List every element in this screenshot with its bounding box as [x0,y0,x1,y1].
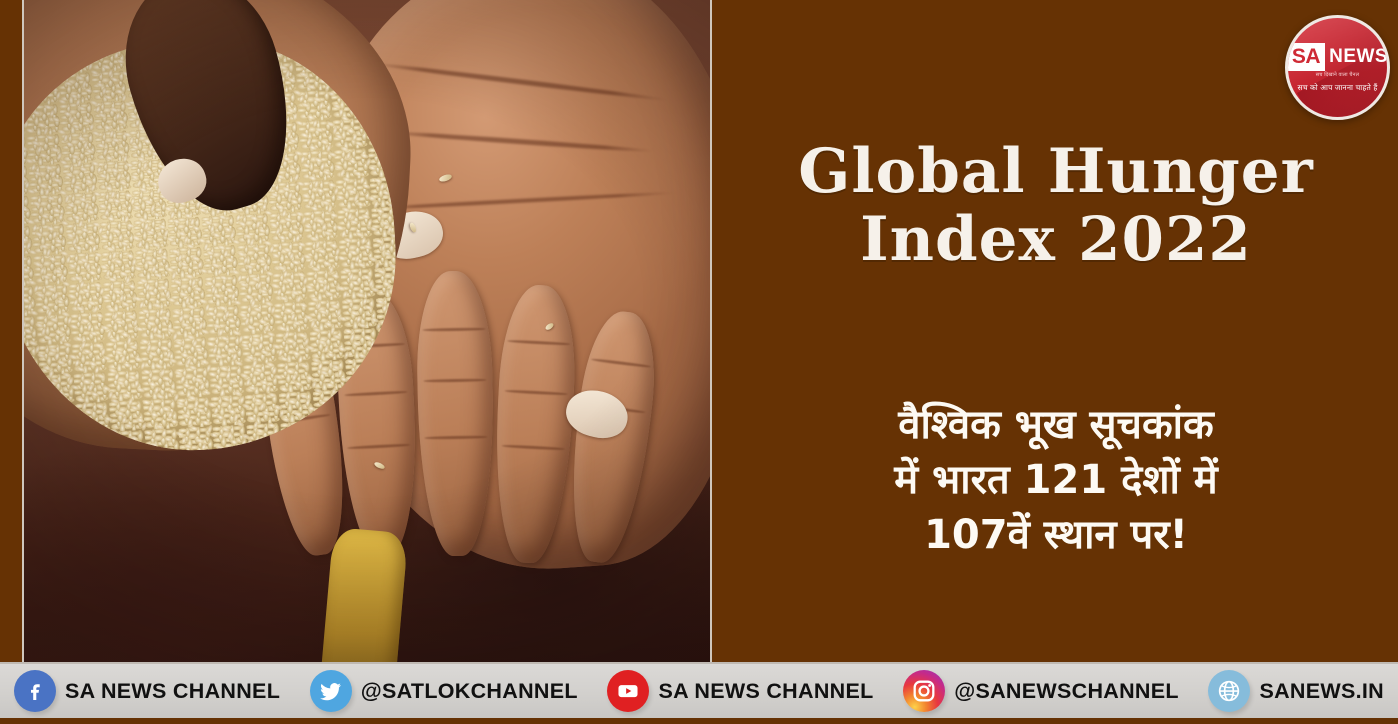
globe-icon[interactable] [1208,670,1251,712]
subtitle-line-3: 107वें स्थान पर! [924,512,1188,559]
logo-sa-mark: SA [1288,42,1326,71]
knuckle-line [423,379,488,384]
headline-line-2: Index 2022 [860,204,1252,276]
logo-subtitle: सच दिखाने वाला चैनल [1315,71,1360,78]
social-item-facebook[interactable]: SA NEWS CHANNEL [14,670,280,712]
logo-tagline: सच को आप जानना चाहते हैं [1297,82,1378,92]
knuckle-line [346,443,411,450]
subtitle-line-2: में भारत 121 देशों में [894,457,1218,504]
social-label-instagram: @SANEWSCHANNEL [954,678,1179,703]
hero-photo [22,0,712,662]
social-footer: SA NEWS CHANNEL @SATLOKCHANNEL SA NEWS C… [0,662,1398,718]
knuckle-line [507,338,572,346]
social-label-facebook: SA NEWS CHANNEL [65,678,281,703]
social-item-youtube[interactable]: SA NEWS CHANNEL [607,670,873,712]
instagram-icon[interactable] [903,670,946,712]
twitter-icon[interactable] [309,670,352,712]
page-subtitle: वैश्विक भूख सूचकांक में भारत 121 देशों म… [732,398,1380,564]
social-item-website[interactable]: SANEWS.IN [1208,670,1384,712]
knuckle-line [422,327,487,332]
social-item-instagram[interactable]: @SANEWSCHANNEL [903,670,1179,712]
knuckle-line [424,435,489,441]
social-label-website: SANEWS.IN [1259,678,1384,703]
social-item-twitter[interactable]: @SATLOKCHANNEL [309,670,578,712]
social-label-youtube: SA NEWS CHANNEL [658,678,874,703]
knuckle-line [504,388,569,395]
logo-wordmark: SA NEWS [1288,42,1389,71]
logo-news-text: NEWS [1329,46,1389,67]
facebook-icon[interactable] [14,670,56,712]
content-panel: SA NEWS सच दिखाने वाला चैनल सच को आप जान… [714,0,1398,662]
sa-news-logo: SA NEWS सच दिखाने वाला चैनल सच को आप जान… [1285,15,1390,120]
page-title: Global Hunger Index 2022 [714,136,1398,276]
photo-canvas [24,0,710,662]
headline-line-1: Global Hunger [798,136,1314,207]
subtitle-line-1: वैश्विक भूख सूचकांक [898,402,1214,448]
social-label-twitter: @SATLOKCHANNEL [360,678,578,703]
footer-bottom-strip [0,718,1398,724]
knuckle-line [502,444,566,451]
knuckle-line [591,358,652,369]
youtube-icon[interactable] [607,670,650,712]
